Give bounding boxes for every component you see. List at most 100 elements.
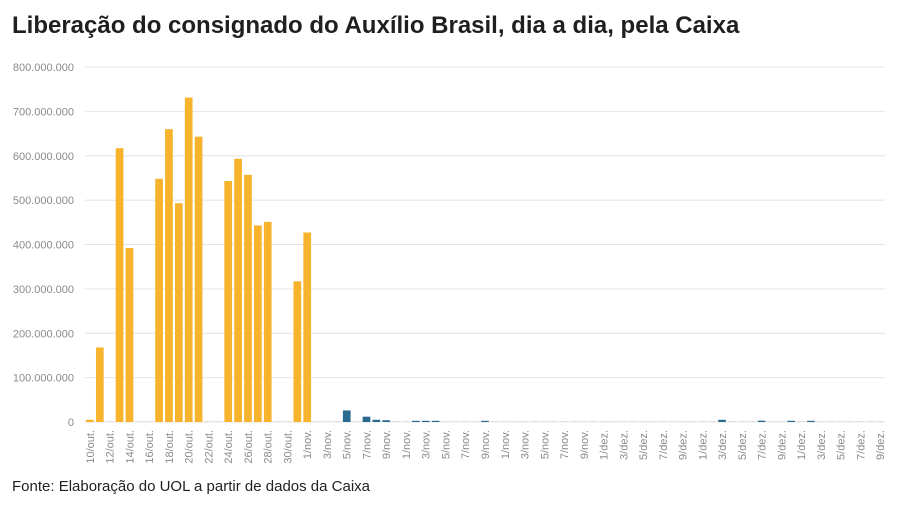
bar-october [135,421,144,422]
x-tick-label: 1/nov. [401,430,413,459]
bar-october [797,421,805,422]
bar-october [639,421,647,422]
bar-october [451,421,460,422]
y-tick-label: 700.000.000 [13,106,74,118]
bar-october [747,421,756,422]
bar-october [826,421,835,422]
y-tick-label: 400.000.000 [13,240,74,252]
bar-october [609,421,618,422]
bar-october [708,421,717,422]
bar-october [184,97,193,422]
bar-october [570,421,578,422]
chart-title: Liberação do consignado do Auxílio Brasi… [12,12,740,39]
x-tick-label: 28/out. [263,430,275,464]
bar-november [431,420,440,422]
bar-october [728,421,736,422]
bar-october [579,421,588,422]
x-tick-label: 5/dez. [638,430,650,460]
bar-october [234,158,242,423]
bar-october [105,421,114,422]
x-tick-label: 7/nov. [559,430,571,459]
bar-october [698,421,707,422]
bar-october [629,421,637,422]
x-tick-label: 30/out. [282,430,294,464]
x-tick-label: 9/nov. [381,430,393,459]
x-tick-label: 5/nov. [342,430,354,459]
bar-october [441,421,450,422]
x-tick-label: 7/nov. [361,430,373,459]
bar-october [520,421,529,422]
bar-chart: 0 100.000.000 200.000.000 300.000.000 400.00… [13,62,887,464]
x-tick-label: 12/out. [105,430,117,464]
bar-october [224,181,233,422]
x-tick-label: 3/dez. [618,430,630,460]
x-axis-ticks: 10/out. 12/out. 14/out. 16/out. 18/out. 20/ou… [85,430,887,464]
bar-november [787,420,796,422]
x-tick-label: 5/nov. [539,430,551,459]
bar-november [342,410,351,422]
bar-october [649,421,657,422]
x-tick-label: 20/out. [184,430,196,464]
x-tick-label: 5/dez. [737,430,749,460]
bar-october [737,421,746,422]
x-tick-label: 14/out. [124,430,136,464]
bar-october [145,421,154,422]
bar-october [244,174,252,422]
bar-october [500,421,509,422]
x-tick-label: 10/out. [85,430,97,464]
bar-october [392,421,400,422]
x-tick-label: 1/dez. [599,430,611,460]
x-tick-label: 3/nov. [520,430,532,459]
x-tick-label: 7/dez. [757,430,769,460]
bar-october [560,421,568,422]
bar-october [678,421,687,422]
bar-october [688,421,697,422]
bar-october [836,421,845,422]
bar-october [619,421,628,422]
x-tick-label: 22/out. [203,430,215,464]
bar-october [668,421,677,422]
x-tick-label: 9/dez. [678,430,690,460]
bar-october [204,421,213,422]
bar-october [303,232,312,422]
bar-november [481,420,489,422]
x-tick-label: 9/dez. [875,430,887,460]
x-tick-label: 1/nov. [302,430,314,459]
bar-october [599,421,608,422]
bar-october [491,421,499,422]
bar-october [86,419,94,422]
bar-october [352,421,361,422]
x-tick-label: 9/nov. [579,430,591,459]
x-tick-label: 16/out. [144,430,156,464]
bar-october [214,421,223,422]
y-tick-label: 0 [68,417,74,429]
x-tick-label: 24/out. [223,430,235,464]
y-gridlines [85,66,885,423]
bar-october [816,421,825,422]
bar-november [382,420,391,422]
y-tick-label: 500.000.000 [13,195,74,207]
bar-october [323,421,331,422]
y-tick-label: 100.000.000 [13,373,74,385]
bar-october [313,421,321,422]
bar-october [550,421,558,422]
bar-october [530,421,539,422]
y-tick-label: 800.000.000 [13,62,74,74]
bar-november [757,420,766,422]
x-tick-label: 5/dez. [836,430,848,460]
x-tick-label: 1/dez. [697,430,709,460]
x-tick-label: 9/nov. [480,430,492,459]
bar-october [589,421,598,422]
x-tick-label: 5/nov. [440,430,452,459]
x-tick-label: 7/nov. [460,430,472,459]
bar-november [807,420,815,422]
x-tick-label: 3/nov. [421,430,433,459]
bar-october [846,421,855,422]
x-tick-label: 9/dez. [776,430,788,460]
bar-october [540,421,549,422]
x-tick-label: 7/dez. [855,430,867,460]
bar-october [856,421,865,422]
x-tick-label: 7/dez. [658,430,670,460]
x-tick-label: 18/out. [164,430,176,464]
x-tick-label: 1/nov. [500,430,512,459]
